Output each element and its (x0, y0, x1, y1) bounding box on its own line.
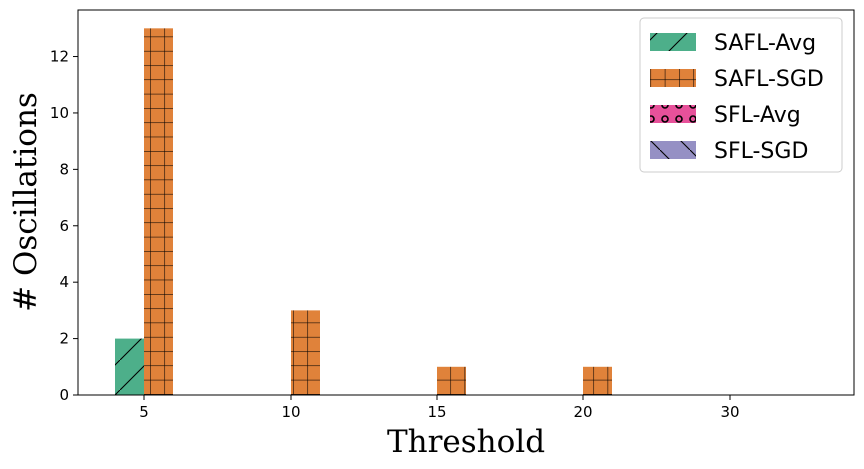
x-tick-label: 20 (573, 403, 592, 421)
bar-safl-avg-5 (115, 338, 144, 395)
y-tick-label: 8 (59, 160, 69, 178)
y-tick-label: 4 (59, 273, 69, 291)
x-tick-label: 30 (720, 403, 739, 421)
bar-safl-sgd-5 (144, 28, 173, 395)
y-axis-ticks: 0 2 4 6 8 10 12 (50, 48, 78, 404)
legend-label-safl-sgd: SAFL-SGD (714, 67, 824, 92)
legend-label-sfl-avg: SFL-Avg (714, 103, 801, 128)
y-tick-label: 2 (59, 330, 69, 348)
y-tick-label: 12 (50, 48, 69, 66)
legend-swatch-sfl-sgd (650, 141, 696, 159)
x-tick-label: 10 (281, 403, 300, 421)
bars-layer (115, 28, 612, 395)
x-tick-label: 15 (427, 403, 446, 421)
legend: SAFL-Avg SAFL-SGD SFL-Avg SFL-SGD (639, 17, 843, 173)
legend-label-sfl-sgd: SFL-SGD (714, 139, 808, 164)
y-tick-label: 6 (59, 217, 69, 235)
legend-frame (639, 17, 843, 173)
y-axis-title: # Oscillations (8, 92, 44, 312)
bar-safl-sgd-15 (437, 366, 466, 395)
legend-swatch-sfl-avg (650, 105, 696, 123)
y-tick-label: 0 (59, 386, 69, 404)
x-tick-label: 5 (139, 403, 149, 421)
y-tick-label: 10 (50, 104, 69, 122)
legend-swatch-safl-sgd (650, 69, 696, 87)
bar-safl-sgd-20 (583, 366, 612, 395)
legend-swatch-safl-avg (650, 33, 696, 51)
plot-frame (77, 9, 855, 396)
x-axis-ticks: 5 10 15 20 30 (139, 395, 740, 421)
x-axis-title: Threshold (387, 424, 545, 460)
bar-safl-sgd-10 (291, 310, 320, 395)
legend-label-safl-avg: SAFL-Avg (714, 31, 816, 56)
